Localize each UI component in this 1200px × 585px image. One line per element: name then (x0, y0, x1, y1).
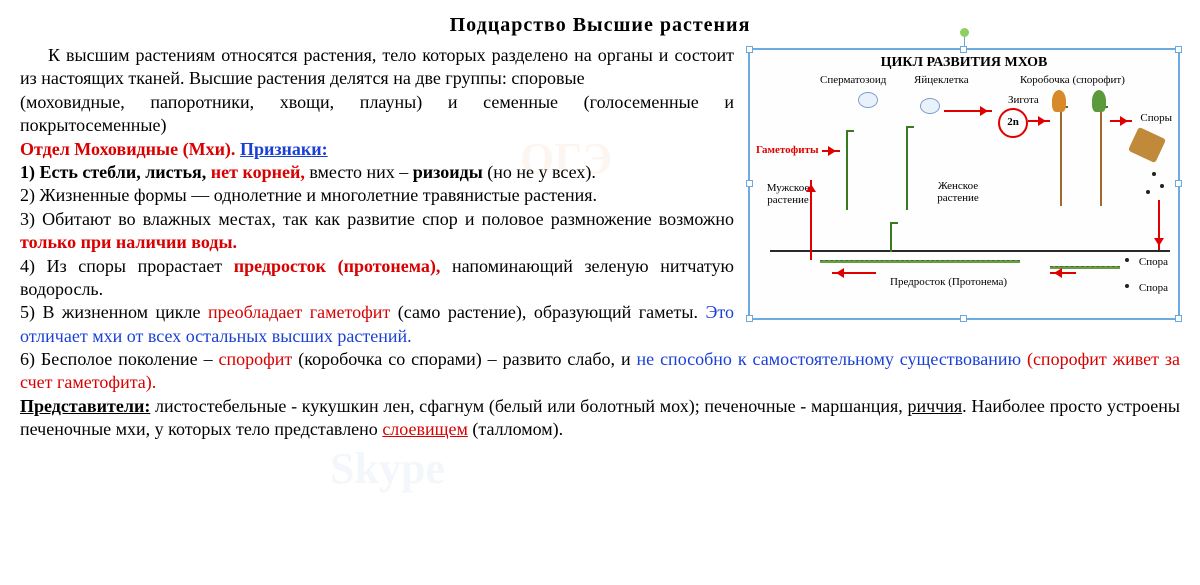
label-spore-2: Спора (1139, 282, 1168, 294)
label-spores: Споры (1140, 112, 1172, 124)
f1-c: вместо них – (305, 162, 413, 182)
arrow-egg-to-zygote (944, 110, 992, 112)
resize-handle-sw[interactable] (746, 315, 753, 322)
intro-line-1: К высшим растениям относятся растения, т… (20, 45, 734, 88)
egg-cell-icon (920, 98, 940, 114)
feature-6: 6) Бесполое поколение – спорофит (коробо… (20, 348, 1180, 395)
spore-dot (1152, 172, 1156, 176)
f1-a: 1) Есть стебли, листья, (20, 162, 206, 182)
f6-c: (коробочка со спорами) – развито слабо, … (292, 349, 636, 369)
sperm-cell-icon (858, 92, 878, 108)
f6-a: 6) Бесполое поколение – (20, 349, 219, 369)
reps-c: риччия (908, 396, 963, 416)
page-title: Подцарство Высшие растения (20, 12, 1180, 38)
life-cycle-diagram[interactable]: ЦИКЛ РАЗВИТИЯ МХОВ Сперматозоид Яйцеклет… (748, 48, 1180, 320)
reps-a: Представители: (20, 396, 150, 416)
reps-f: (талломом). (468, 419, 563, 439)
f1-e: (но не у всех). (483, 162, 596, 182)
f6-b: спорофит (219, 349, 293, 369)
f4-b: предросток (протонема), (234, 256, 441, 276)
watermark-skype: Skype (330, 440, 445, 497)
label-zygote-word: Зигота (1008, 94, 1039, 106)
arrow-sporo-to-spores (1110, 120, 1132, 122)
f6-d: не способно к самостоятельному существов… (637, 349, 1027, 369)
reps-b: листостебельные - кукушкин лен, сфагнум … (150, 396, 907, 416)
spore-capsule-icon (1128, 127, 1166, 163)
spore-dot (1146, 190, 1150, 194)
arrow-up-to-gameto (810, 180, 812, 260)
sporophyte-stalk-1 (1060, 106, 1062, 206)
sporophyte-stalk-2 (1100, 106, 1102, 206)
f4-a: 4) Из споры прорастает (20, 256, 234, 276)
label-spore-1: Спора (1139, 256, 1168, 268)
f5-a: 5) В жизненном цикле (20, 302, 208, 322)
resize-handle-ne[interactable] (1175, 46, 1182, 53)
representatives: Представители: листостебельные - кукушки… (20, 395, 1180, 442)
male-plant-icon (846, 130, 848, 210)
young-plant-icon (890, 222, 892, 252)
resize-handle-n[interactable] (960, 46, 967, 53)
arrow-spores-down (1158, 200, 1160, 250)
main-content: ЦИКЛ РАЗВИТИЯ МХОВ Сперматозоид Яйцеклет… (20, 44, 1180, 442)
arrow-spore-to-protonema (1050, 272, 1076, 274)
f5-c: (само растение), образующий гаметы. (390, 302, 705, 322)
sporophyte-cap-2 (1092, 90, 1106, 112)
spore-germ-1 (1125, 258, 1129, 262)
label-egg: Яйцеклетка (914, 74, 969, 86)
label-female: Женское растение (930, 180, 986, 204)
resize-handle-w[interactable] (746, 180, 753, 187)
f1-d: ризоиды (413, 162, 483, 182)
zygote-icon: 2n (998, 108, 1028, 138)
f5-b: преобладает гаметофит (208, 302, 390, 322)
sporophyte-cap-1 (1052, 90, 1066, 112)
baseline (770, 250, 1170, 252)
f3-b: только при наличии воды. (20, 232, 237, 252)
spore-germ-2 (1125, 284, 1129, 288)
label-gametophytes: Гаметофиты (756, 144, 819, 156)
resize-handle-e[interactable] (1175, 180, 1182, 187)
arrow-zygote-to-sporo (1028, 120, 1050, 122)
resize-handle-se[interactable] (1175, 315, 1182, 322)
f1-b: нет корней, (206, 162, 305, 182)
female-plant-icon (906, 126, 908, 210)
protonema-thread (820, 260, 1020, 263)
label-protonema: Предросток (Протонема) (890, 276, 1007, 288)
arrow-gameto-to-male (822, 150, 840, 152)
label-capsule: Коробочка (спорофит) (1020, 74, 1125, 86)
diagram-title: ЦИКЛ РАЗВИТИЯ МХОВ (750, 50, 1178, 72)
f3-a: 3) Обитают во влажных местах, так как ра… (20, 209, 734, 229)
rotation-handle[interactable] (960, 28, 969, 37)
spore-dot (1160, 184, 1164, 188)
resize-handle-nw[interactable] (746, 46, 753, 53)
arrow-protonema-left (832, 272, 876, 274)
label-sperm: Сперматозоид (820, 74, 886, 86)
resize-handle-s[interactable] (960, 315, 967, 322)
reps-e: слоевищем (382, 419, 468, 439)
section-header-b: Признаки: (240, 139, 328, 159)
section-header-a: Отдел Моховидные (Мхи). (20, 139, 240, 159)
